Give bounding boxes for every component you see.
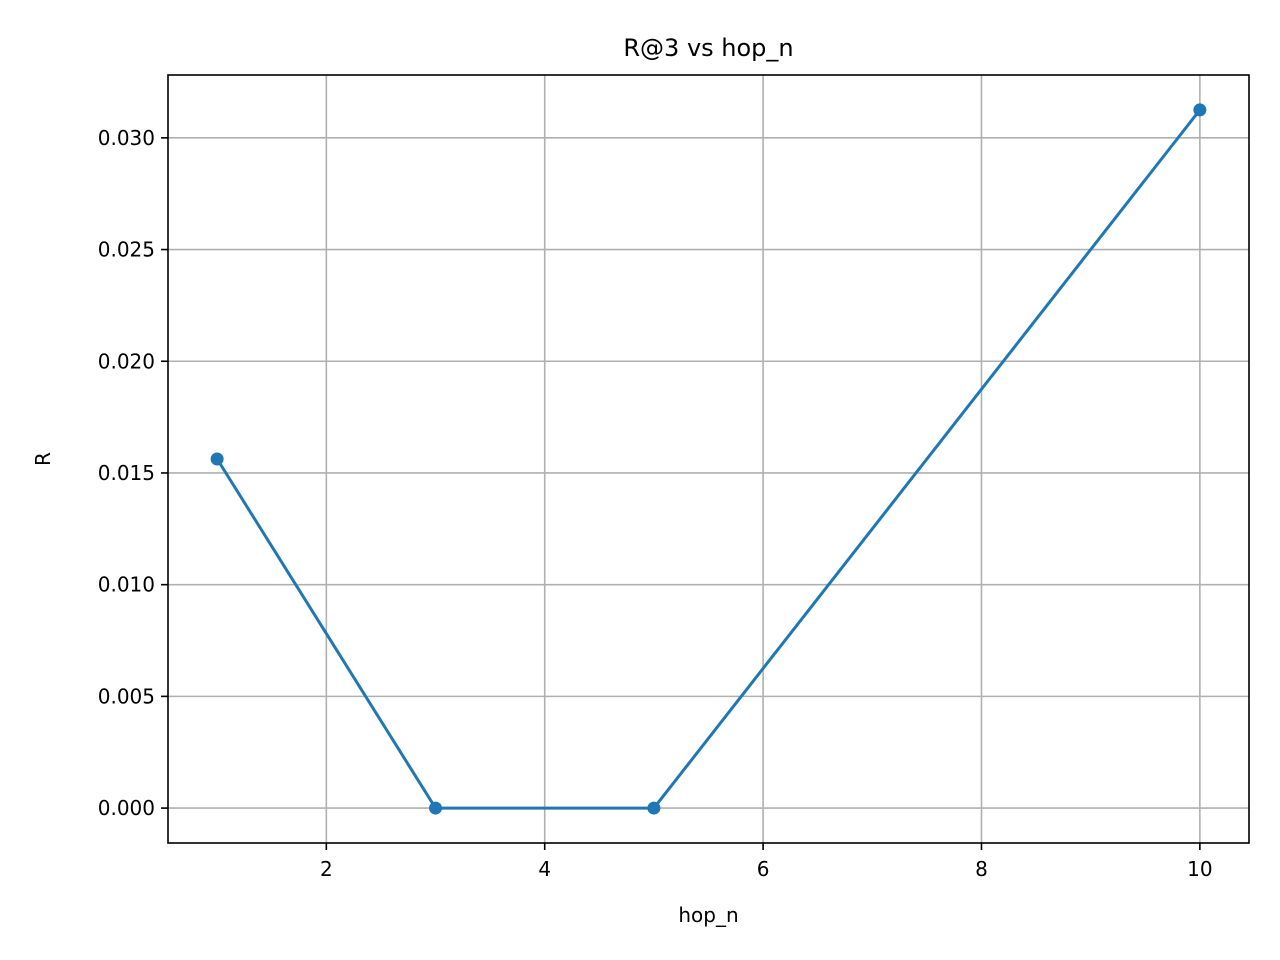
x-tick-label: 6 xyxy=(757,857,770,881)
x-ticks: 2 4 6 8 10 xyxy=(320,843,1213,881)
y-tick-label: 0.005 xyxy=(98,684,155,708)
data-point xyxy=(210,452,224,466)
y-tick-label: 0.010 xyxy=(98,573,155,597)
data-point xyxy=(647,801,661,815)
y-tick-label: 0.015 xyxy=(98,461,155,485)
y-tick-label: 0.030 xyxy=(98,126,155,150)
y-axis-title: R xyxy=(31,452,55,466)
y-tick-label: 0.020 xyxy=(98,349,155,373)
chart-title: R@3 vs hop_n xyxy=(623,34,793,62)
x-tick-label: 10 xyxy=(1187,857,1212,881)
series-line xyxy=(215,107,1202,810)
axes-frame xyxy=(167,74,1250,844)
grid xyxy=(168,75,1249,843)
x-axis-title: hop_n xyxy=(678,903,738,927)
x-tick-label: 4 xyxy=(538,857,551,881)
data-point xyxy=(429,801,443,815)
y-tick-label: 0.000 xyxy=(98,796,155,820)
x-tick-label: 2 xyxy=(320,857,333,881)
series-layer xyxy=(210,103,1207,815)
y-ticks: 0.000 0.005 0.010 0.015 0.020 0.025 0.030 xyxy=(98,126,168,820)
x-tick-label: 8 xyxy=(975,857,988,881)
data-point xyxy=(1193,103,1207,117)
y-tick-label: 0.025 xyxy=(98,238,155,262)
